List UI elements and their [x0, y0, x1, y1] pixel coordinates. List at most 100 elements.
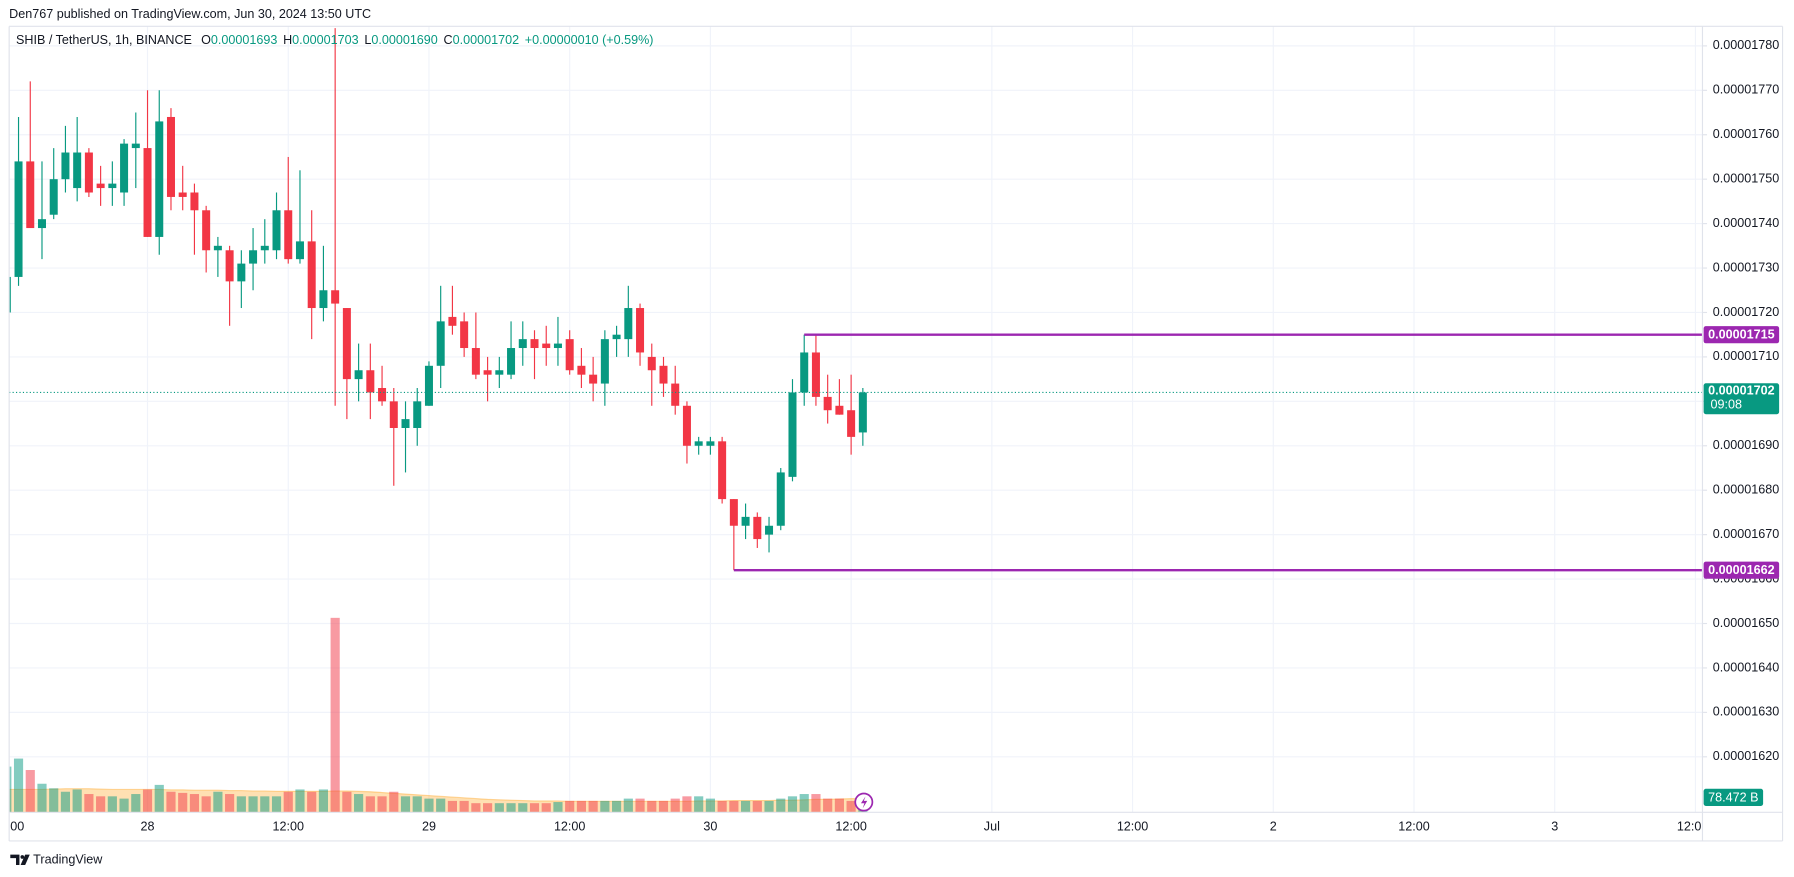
- candle-body: [61, 152, 70, 180]
- candle-body: [295, 241, 304, 260]
- candle-body: [741, 516, 750, 526]
- volume-bar: [107, 796, 117, 813]
- y-tick-label: 0.00001760: [1713, 127, 1779, 141]
- volume-bar: [483, 803, 493, 813]
- candle-body: [9, 276, 11, 313]
- volume-bar: [9, 766, 12, 813]
- volume-bar: [494, 803, 504, 813]
- y-tick-label: 0.00001650: [1713, 616, 1779, 630]
- candle-body: [354, 370, 363, 380]
- volume-bar: [576, 800, 586, 813]
- candle-body: [143, 148, 152, 237]
- y-tick-label: 0.00001720: [1713, 305, 1779, 319]
- x-tick-label: 12:00: [835, 820, 866, 834]
- volume-bar: [389, 791, 399, 813]
- candle-body: [342, 308, 351, 380]
- y-tick-label: 0.00001740: [1713, 216, 1779, 230]
- level-label-bg: [1703, 326, 1780, 344]
- candle-body: [436, 321, 445, 366]
- y-tick-label: 0.00001670: [1713, 527, 1779, 541]
- volume-bar: [400, 796, 411, 813]
- candle-body: [401, 419, 410, 429]
- candle-body: [507, 348, 516, 375]
- candle-body: [776, 472, 785, 526]
- candle-body: [589, 374, 598, 384]
- x-tick-label: Jul: [984, 820, 1000, 834]
- volume-bar: [283, 791, 293, 813]
- candle-body: [178, 192, 187, 197]
- candle-body: [14, 161, 23, 277]
- volume-bar: [119, 798, 129, 813]
- volume-bar: [811, 794, 821, 813]
- x-tick-label: 12:00: [554, 820, 585, 834]
- volume-bar: [764, 800, 774, 813]
- volume-bar: [248, 796, 258, 813]
- candle-body: [319, 290, 328, 309]
- candle-body: [483, 370, 492, 375]
- alert-icon[interactable]: [854, 792, 874, 812]
- volume-bar: [682, 796, 692, 813]
- volume-bar: [447, 800, 457, 813]
- candle-body: [213, 245, 222, 251]
- volume-bar: [623, 798, 633, 813]
- legend-value: 0.00001702: [453, 34, 519, 48]
- volume-bar: [354, 794, 364, 813]
- candle-body: [131, 143, 140, 149]
- volume-bar: [823, 798, 833, 813]
- volume-bar: [658, 800, 669, 813]
- candle-body: [190, 192, 199, 211]
- volume-label-bg: [1703, 788, 1764, 806]
- volume-bar: [647, 800, 657, 813]
- candle-body: [378, 388, 387, 402]
- candle-body: [84, 152, 93, 193]
- volume-bar: [49, 788, 59, 813]
- volume-bar: [178, 792, 188, 813]
- candle-body: [413, 401, 422, 429]
- level-label: 0.00001662: [1708, 563, 1774, 577]
- candle-body: [847, 410, 856, 437]
- candle-body: [49, 179, 58, 215]
- candle-body: [366, 370, 375, 393]
- candle-body: [811, 352, 820, 397]
- candle-body: [823, 396, 832, 411]
- volume-bar: [412, 796, 422, 813]
- candle-body: [659, 365, 668, 384]
- candle-body: [460, 321, 469, 349]
- volume-bar: [846, 800, 856, 813]
- volume-bar: [529, 803, 540, 813]
- volume-bar: [705, 798, 715, 813]
- volume-bar: [799, 794, 809, 813]
- legend-value: 0.00001690: [371, 34, 437, 48]
- candle-body: [729, 499, 738, 526]
- candle-body: [835, 405, 844, 415]
- volume-bar: [189, 794, 200, 813]
- legend-value: 0.00001703: [292, 34, 358, 48]
- volume-bar: [96, 796, 106, 813]
- volume-bar: [72, 789, 82, 813]
- volume-bar: [600, 800, 610, 813]
- x-tick-label: 30: [703, 820, 717, 834]
- volume-bar: [330, 617, 340, 813]
- volume-bar: [834, 798, 844, 813]
- volume-bar: [776, 798, 786, 813]
- legend-key: O: [201, 34, 211, 48]
- axes: 0.00001620 0.00001630 0.00001640 0.00001650…: [10, 38, 1779, 833]
- x-tick-label: 2: [1270, 820, 1277, 834]
- candle-body: [331, 290, 340, 304]
- volume-bar: [694, 796, 704, 813]
- legend-key: L: [364, 34, 371, 48]
- y-tick-label: 0.00001680: [1713, 483, 1779, 497]
- last-price-bg: [1703, 383, 1780, 415]
- volume-bar: [166, 791, 176, 813]
- volume-bar: [612, 800, 622, 813]
- candle-body: [636, 308, 645, 353]
- candle-body: [26, 161, 35, 229]
- volume-bar: [459, 800, 469, 813]
- candle-body: [448, 316, 457, 326]
- candle-body: [682, 405, 691, 446]
- volume-bar: [729, 800, 739, 813]
- candle-body: [765, 525, 774, 535]
- y-tick-label: 0.00001730: [1713, 260, 1779, 274]
- candle-body: [272, 210, 281, 251]
- volume-bar: [518, 803, 528, 813]
